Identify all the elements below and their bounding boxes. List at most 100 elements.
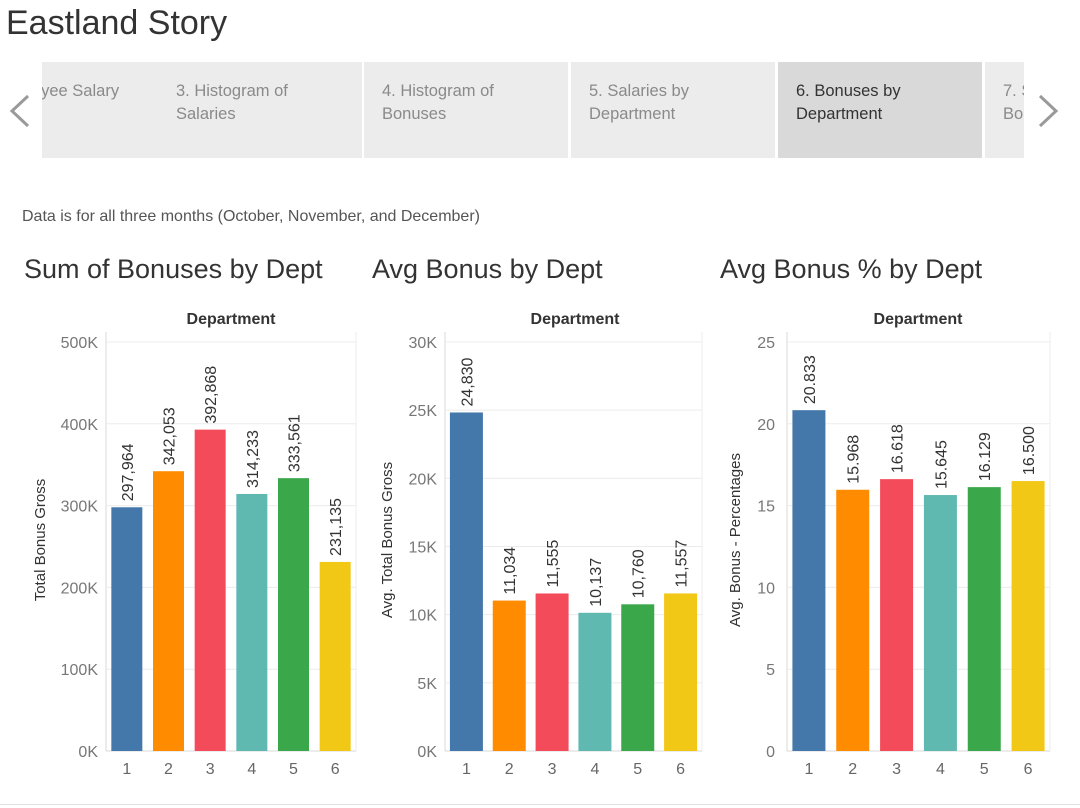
divider (0, 804, 1080, 805)
bar-value-label: 314,233 (245, 430, 262, 488)
y-tick-label: 400K (61, 417, 99, 434)
bar-value-label: 333,561 (287, 414, 304, 472)
y-tick-label: 20 (757, 417, 775, 434)
bar (111, 507, 143, 751)
x-tick-label: 5 (633, 761, 642, 778)
y-tick-label: 500K (61, 335, 99, 352)
y-axis-title: Total Bonus Gross (32, 479, 49, 602)
x-axis-title: Department (874, 311, 964, 328)
bar (236, 493, 268, 751)
y-tick-label: 0K (417, 744, 437, 761)
y-tick-label: 20K (409, 471, 438, 488)
bar (492, 600, 526, 751)
bar (923, 495, 957, 751)
bar (153, 471, 184, 751)
bar-value-label: 231,135 (328, 498, 345, 556)
x-tick-label: 2 (848, 761, 857, 778)
bar (664, 593, 698, 751)
x-tick-label: 4 (936, 761, 945, 778)
story-tab-5[interactable]: 5. Salaries by Department (571, 62, 775, 158)
bar-value-label: 11,557 (674, 540, 691, 588)
story-tab-6[interactable]: 6. Bonuses by Department (778, 62, 982, 158)
bar-value-label: 20.833 (802, 355, 819, 404)
y-tick-label: 0 (766, 744, 775, 761)
x-tick-label: 6 (676, 761, 685, 778)
bar-value-label: 16.500 (1021, 426, 1038, 475)
story-tab-3[interactable]: 3. Histogram of Salaries (158, 62, 362, 158)
story-tab-7[interactable]: 7. Salaries and Bonuses (985, 62, 1024, 158)
bar-value-label: 15.968 (846, 435, 863, 484)
bar (621, 604, 655, 751)
prev-story-button[interactable] (4, 86, 34, 136)
x-tick-label: 3 (548, 761, 557, 778)
x-tick-label: 3 (206, 761, 215, 778)
next-story-button[interactable] (1034, 86, 1064, 136)
y-tick-label: 300K (61, 499, 99, 516)
bar-value-label: 392,868 (203, 366, 220, 424)
bar (836, 489, 870, 751)
x-tick-label: 4 (247, 761, 256, 778)
story-tab-4[interactable]: 4. Histogram of Bonuses (364, 62, 568, 158)
bar-value-label: 11,555 (545, 540, 562, 588)
y-tick-label: 5K (417, 676, 437, 693)
y-tick-label: 15 (757, 499, 775, 516)
bar-value-label: 15.645 (933, 440, 950, 489)
bar-value-label: 10,760 (631, 549, 648, 598)
story-tab-label: 6. Bonuses by Department (796, 82, 901, 123)
y-axis-title: Avg. Total Bonus Gross (379, 462, 396, 618)
y-tick-label: 10K (409, 608, 438, 625)
y-tick-label: 200K (61, 580, 99, 597)
x-tick-label: 3 (892, 761, 901, 778)
x-tick-label: 6 (1024, 761, 1033, 778)
x-tick-label: 2 (164, 761, 173, 778)
y-tick-label: 15K (409, 540, 438, 557)
bar-value-label: 24,830 (459, 357, 476, 406)
x-tick-label: 1 (804, 761, 813, 778)
bar-value-label: 16.129 (977, 432, 994, 481)
bar (880, 479, 914, 751)
x-axis-title: Department (531, 311, 621, 328)
x-tick-label: 4 (590, 761, 599, 778)
bar (535, 593, 569, 751)
y-tick-label: 0K (78, 744, 98, 761)
story-tab-label: 7. Salaries and Bonuses (1003, 82, 1024, 123)
story-tab-2[interactable]: 2. Employee Salary Bonuses (42, 62, 162, 158)
bar (278, 478, 309, 751)
chevron-right-icon (1038, 94, 1059, 128)
chart-title-avg-bonus-pct: Avg Bonus % by Dept (720, 254, 983, 284)
x-tick-label: 6 (331, 761, 340, 778)
bar (319, 561, 351, 751)
y-tick-label: 30K (409, 335, 438, 352)
x-tick-label: 5 (980, 761, 989, 778)
data-note: Data is for all three months (October, N… (22, 208, 480, 225)
bar (578, 612, 612, 751)
dashboard-title: Eastland Story (6, 4, 228, 42)
bar-value-label: 16.618 (890, 424, 907, 473)
bar-value-label: 342,053 (162, 407, 179, 465)
bar-value-label: 11,034 (502, 547, 519, 595)
chevron-left-icon (9, 94, 30, 128)
y-tick-label: 10 (757, 580, 775, 597)
chart-title-avg-bonus: Avg Bonus by Dept (372, 254, 603, 284)
bar (967, 487, 1001, 751)
story-point-navigator: 2. Employee Salary Bonuses 3. Histogram … (42, 62, 1024, 158)
y-axis-title: Avg. Bonus - Percentages (727, 453, 744, 627)
bar-value-label: 297,964 (120, 443, 137, 501)
story-tab-label: 4. Histogram of Bonuses (382, 82, 494, 123)
x-tick-label: 1 (462, 761, 471, 778)
story-tab-label: 3. Histogram of Salaries (176, 82, 288, 123)
x-tick-label: 5 (289, 761, 298, 778)
story-tab-label: 2. Employee Salary Bonuses (42, 82, 120, 100)
y-tick-label: 5 (766, 662, 775, 679)
bar (449, 412, 483, 751)
x-axis-title: Department (187, 311, 277, 328)
y-tick-label: 25K (409, 403, 438, 420)
x-tick-label: 2 (505, 761, 514, 778)
x-tick-label: 1 (122, 761, 131, 778)
y-tick-label: 100K (61, 662, 99, 679)
story-tab-label: 5. Salaries by Department (589, 82, 689, 123)
bar-value-label: 10,137 (588, 558, 605, 607)
chart-title-sum-bonuses: Sum of Bonuses by Dept (24, 254, 323, 284)
bar (1011, 481, 1045, 751)
